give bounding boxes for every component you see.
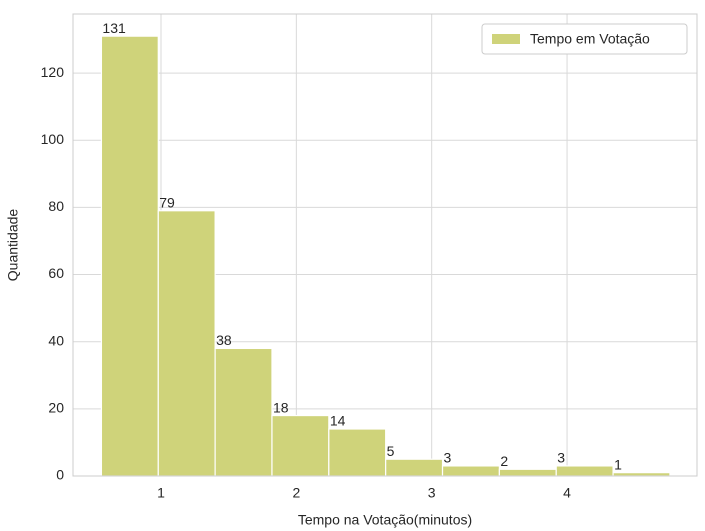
data-label: 3 (557, 450, 565, 466)
bar (157, 210, 216, 477)
bar (271, 414, 330, 477)
data-label: 14 (330, 413, 346, 429)
bar (441, 465, 500, 477)
x-tick-label: 2 (292, 485, 300, 501)
y-tick-label: 0 (56, 467, 64, 483)
legend-label: Tempo em Votação (530, 31, 650, 47)
data-label: 2 (500, 453, 508, 469)
data-label: 18 (273, 399, 289, 415)
legend-swatch (492, 34, 520, 44)
y-tick-label: 120 (41, 64, 65, 80)
bar (328, 428, 387, 477)
y-tick-label: 100 (41, 131, 65, 147)
plot-frame (72, 13, 698, 477)
y-tick-label: 80 (48, 198, 64, 214)
bar (612, 472, 671, 477)
y-axis-label: Quantidade (5, 209, 21, 282)
data-label: 1 (614, 456, 622, 472)
data-label: 3 (444, 450, 452, 466)
data-label: 79 (159, 194, 175, 210)
x-axis-label: Tempo na Votação(minutos) (298, 512, 472, 528)
bar (555, 465, 614, 477)
y-tick-label: 20 (48, 400, 64, 416)
bar (498, 468, 557, 477)
bar (385, 458, 444, 477)
data-label: 38 (216, 332, 232, 348)
y-tick-label: 40 (48, 332, 64, 348)
data-label: 5 (387, 443, 395, 459)
y-tick-label: 60 (48, 265, 64, 281)
bar (214, 347, 273, 477)
x-tick-label: 4 (563, 485, 571, 501)
bar (100, 35, 159, 477)
legend-box (481, 23, 688, 55)
x-tick-label: 1 (157, 485, 165, 501)
data-label: 131 (102, 20, 126, 36)
x-tick-label: 3 (428, 485, 436, 501)
